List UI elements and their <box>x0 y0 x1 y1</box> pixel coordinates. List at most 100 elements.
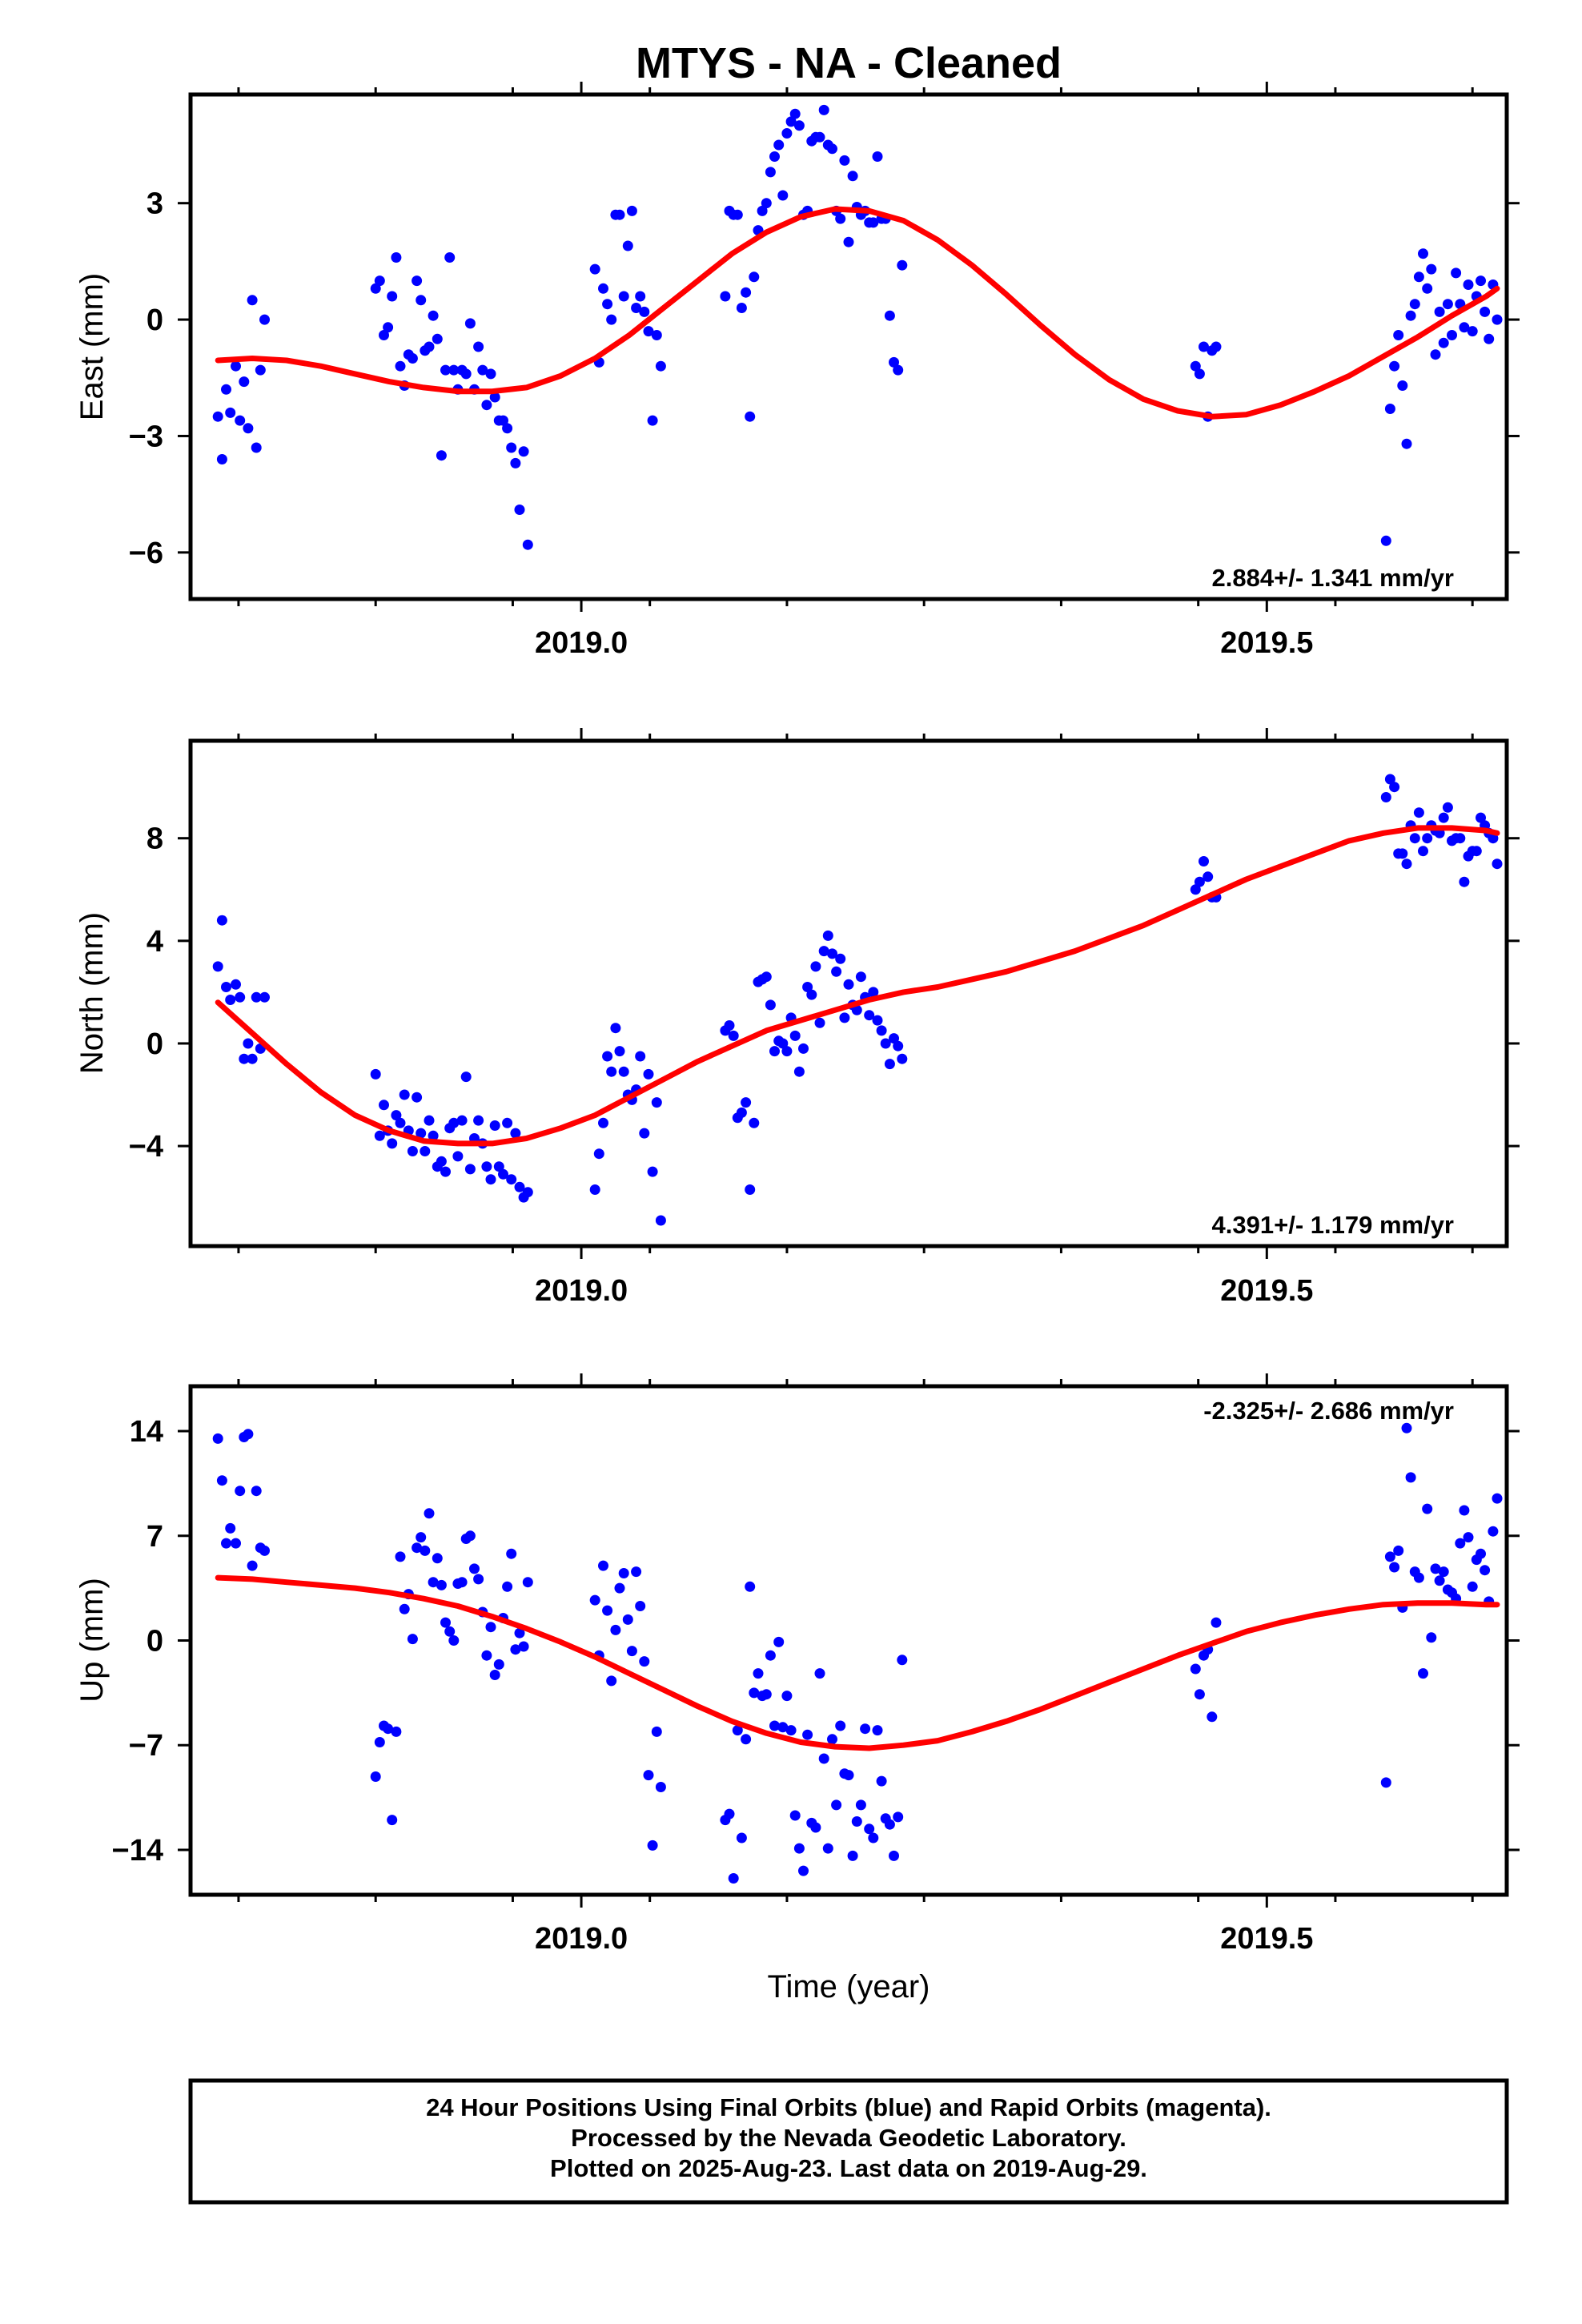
north-data-point <box>765 999 776 1011</box>
up-data-point <box>1380 1777 1391 1788</box>
up-data-point <box>212 1433 223 1444</box>
east-data-point <box>440 364 451 376</box>
north-x-tick-label: 2019.0 <box>535 1274 628 1308</box>
east-data-point <box>639 306 650 317</box>
north-data-point <box>239 1053 250 1064</box>
north-data-point <box>1194 876 1205 887</box>
up-data-point <box>481 1650 492 1661</box>
east-data-point <box>835 213 846 224</box>
up-data-point <box>876 1775 887 1787</box>
east-data-point <box>655 360 666 372</box>
north-fit-curve <box>215 825 1500 1147</box>
north-data-point <box>1422 833 1433 844</box>
east-y-tick-label: 3 <box>147 187 163 221</box>
up-data-point <box>1405 1472 1416 1483</box>
north-data-point <box>464 1164 476 1175</box>
up-data-point <box>889 1850 899 1861</box>
east-data-point <box>225 407 236 418</box>
north-data-point <box>506 1174 517 1185</box>
north-data-point <box>399 1089 410 1100</box>
east-data-point <box>212 411 223 422</box>
north-data-point <box>370 1068 381 1080</box>
up-panel: 14 7 0 −7 −14 2019.0 2019.5 Up (mm) -2.325+/- 2.… <box>74 1373 1520 1956</box>
up-data-point <box>602 1605 613 1616</box>
north-data-point <box>806 989 817 1000</box>
up-data-point <box>1492 1493 1503 1504</box>
north-data-point <box>420 1146 431 1156</box>
up-data-point <box>485 1622 496 1633</box>
up-data-point <box>1422 1503 1433 1514</box>
up-data-point <box>436 1579 447 1590</box>
up-data-point <box>589 1594 600 1606</box>
east-data-point <box>255 364 266 376</box>
north-data-point <box>448 1117 460 1128</box>
footer-line-1: 24 Hour Positions Using Final Orbits (bl… <box>426 2093 1271 2121</box>
east-data-point <box>773 139 785 151</box>
north-data-point <box>606 1066 617 1077</box>
up-data-point <box>827 1734 837 1745</box>
up-data-point <box>412 1542 423 1554</box>
north-data-point <box>872 1015 883 1026</box>
north-data-point <box>736 1107 747 1118</box>
north-data-point <box>489 1120 500 1131</box>
up-data-point <box>522 1577 533 1588</box>
north-data-point <box>880 1038 891 1049</box>
north-plot-frame <box>188 738 1509 1248</box>
east-data-point <box>1401 438 1412 449</box>
east-data-point <box>635 291 646 302</box>
east-data-point <box>785 116 797 127</box>
east-x-tick-label: 2019.0 <box>535 626 628 660</box>
east-data-point <box>643 326 654 337</box>
east-data-point <box>383 322 394 333</box>
up-data-point <box>395 1551 406 1562</box>
north-data-point <box>1203 871 1214 883</box>
north-data-point <box>510 1128 521 1139</box>
north-data-point <box>231 979 241 990</box>
north-x-tick-label: 2019.5 <box>1220 1274 1313 1308</box>
east-data-point <box>843 236 854 247</box>
up-data-point <box>1463 1532 1474 1543</box>
east-data-point <box>1492 314 1503 325</box>
east-data-point <box>647 415 658 426</box>
north-data-point <box>855 971 866 983</box>
up-data-point <box>647 1839 658 1851</box>
up-y-tick-label: 7 <box>147 1520 163 1554</box>
up-data-point <box>741 1734 752 1745</box>
north-data-point <box>789 1030 801 1041</box>
east-data-point <box>769 151 780 162</box>
up-data-point <box>835 1720 846 1731</box>
east-data-point <box>460 368 472 380</box>
north-data-point <box>868 987 879 998</box>
up-x-tick-label: 2019.5 <box>1220 1922 1313 1956</box>
up-data-point <box>1401 1422 1412 1433</box>
east-data-point <box>485 368 496 380</box>
east-data-point <box>239 376 250 388</box>
east-data-point <box>473 341 484 352</box>
up-data-point <box>749 1687 760 1699</box>
east-data-point <box>741 287 752 298</box>
north-data-point <box>498 1168 508 1180</box>
up-data-point <box>626 1646 637 1657</box>
north-y-tick-label: 4 <box>147 925 163 959</box>
north-data-point <box>589 1184 600 1195</box>
up-data-point <box>851 1816 862 1827</box>
east-data-point <box>781 128 793 139</box>
north-data-point <box>769 1046 780 1057</box>
up-data-point <box>416 1532 427 1543</box>
east-data-point <box>893 364 904 376</box>
up-rate-label: -2.325+/- 2.686 mm/yr <box>1203 1397 1454 1425</box>
north-data-point <box>1492 858 1503 870</box>
east-rate-label: 2.884+/- 1.341 mm/yr <box>1212 564 1454 592</box>
up-data-point <box>464 1530 476 1542</box>
east-data-point <box>424 341 435 352</box>
up-data-point <box>610 1624 621 1635</box>
up-data-point <box>1211 1617 1222 1628</box>
east-data-point <box>1190 360 1201 372</box>
up-data-point <box>785 1725 797 1736</box>
east-data-point <box>1418 248 1428 259</box>
north-data-point <box>745 1184 756 1195</box>
up-data-point <box>810 1822 821 1833</box>
east-data-point <box>481 400 492 411</box>
north-data-point <box>1442 802 1453 813</box>
east-data-point <box>448 364 460 376</box>
